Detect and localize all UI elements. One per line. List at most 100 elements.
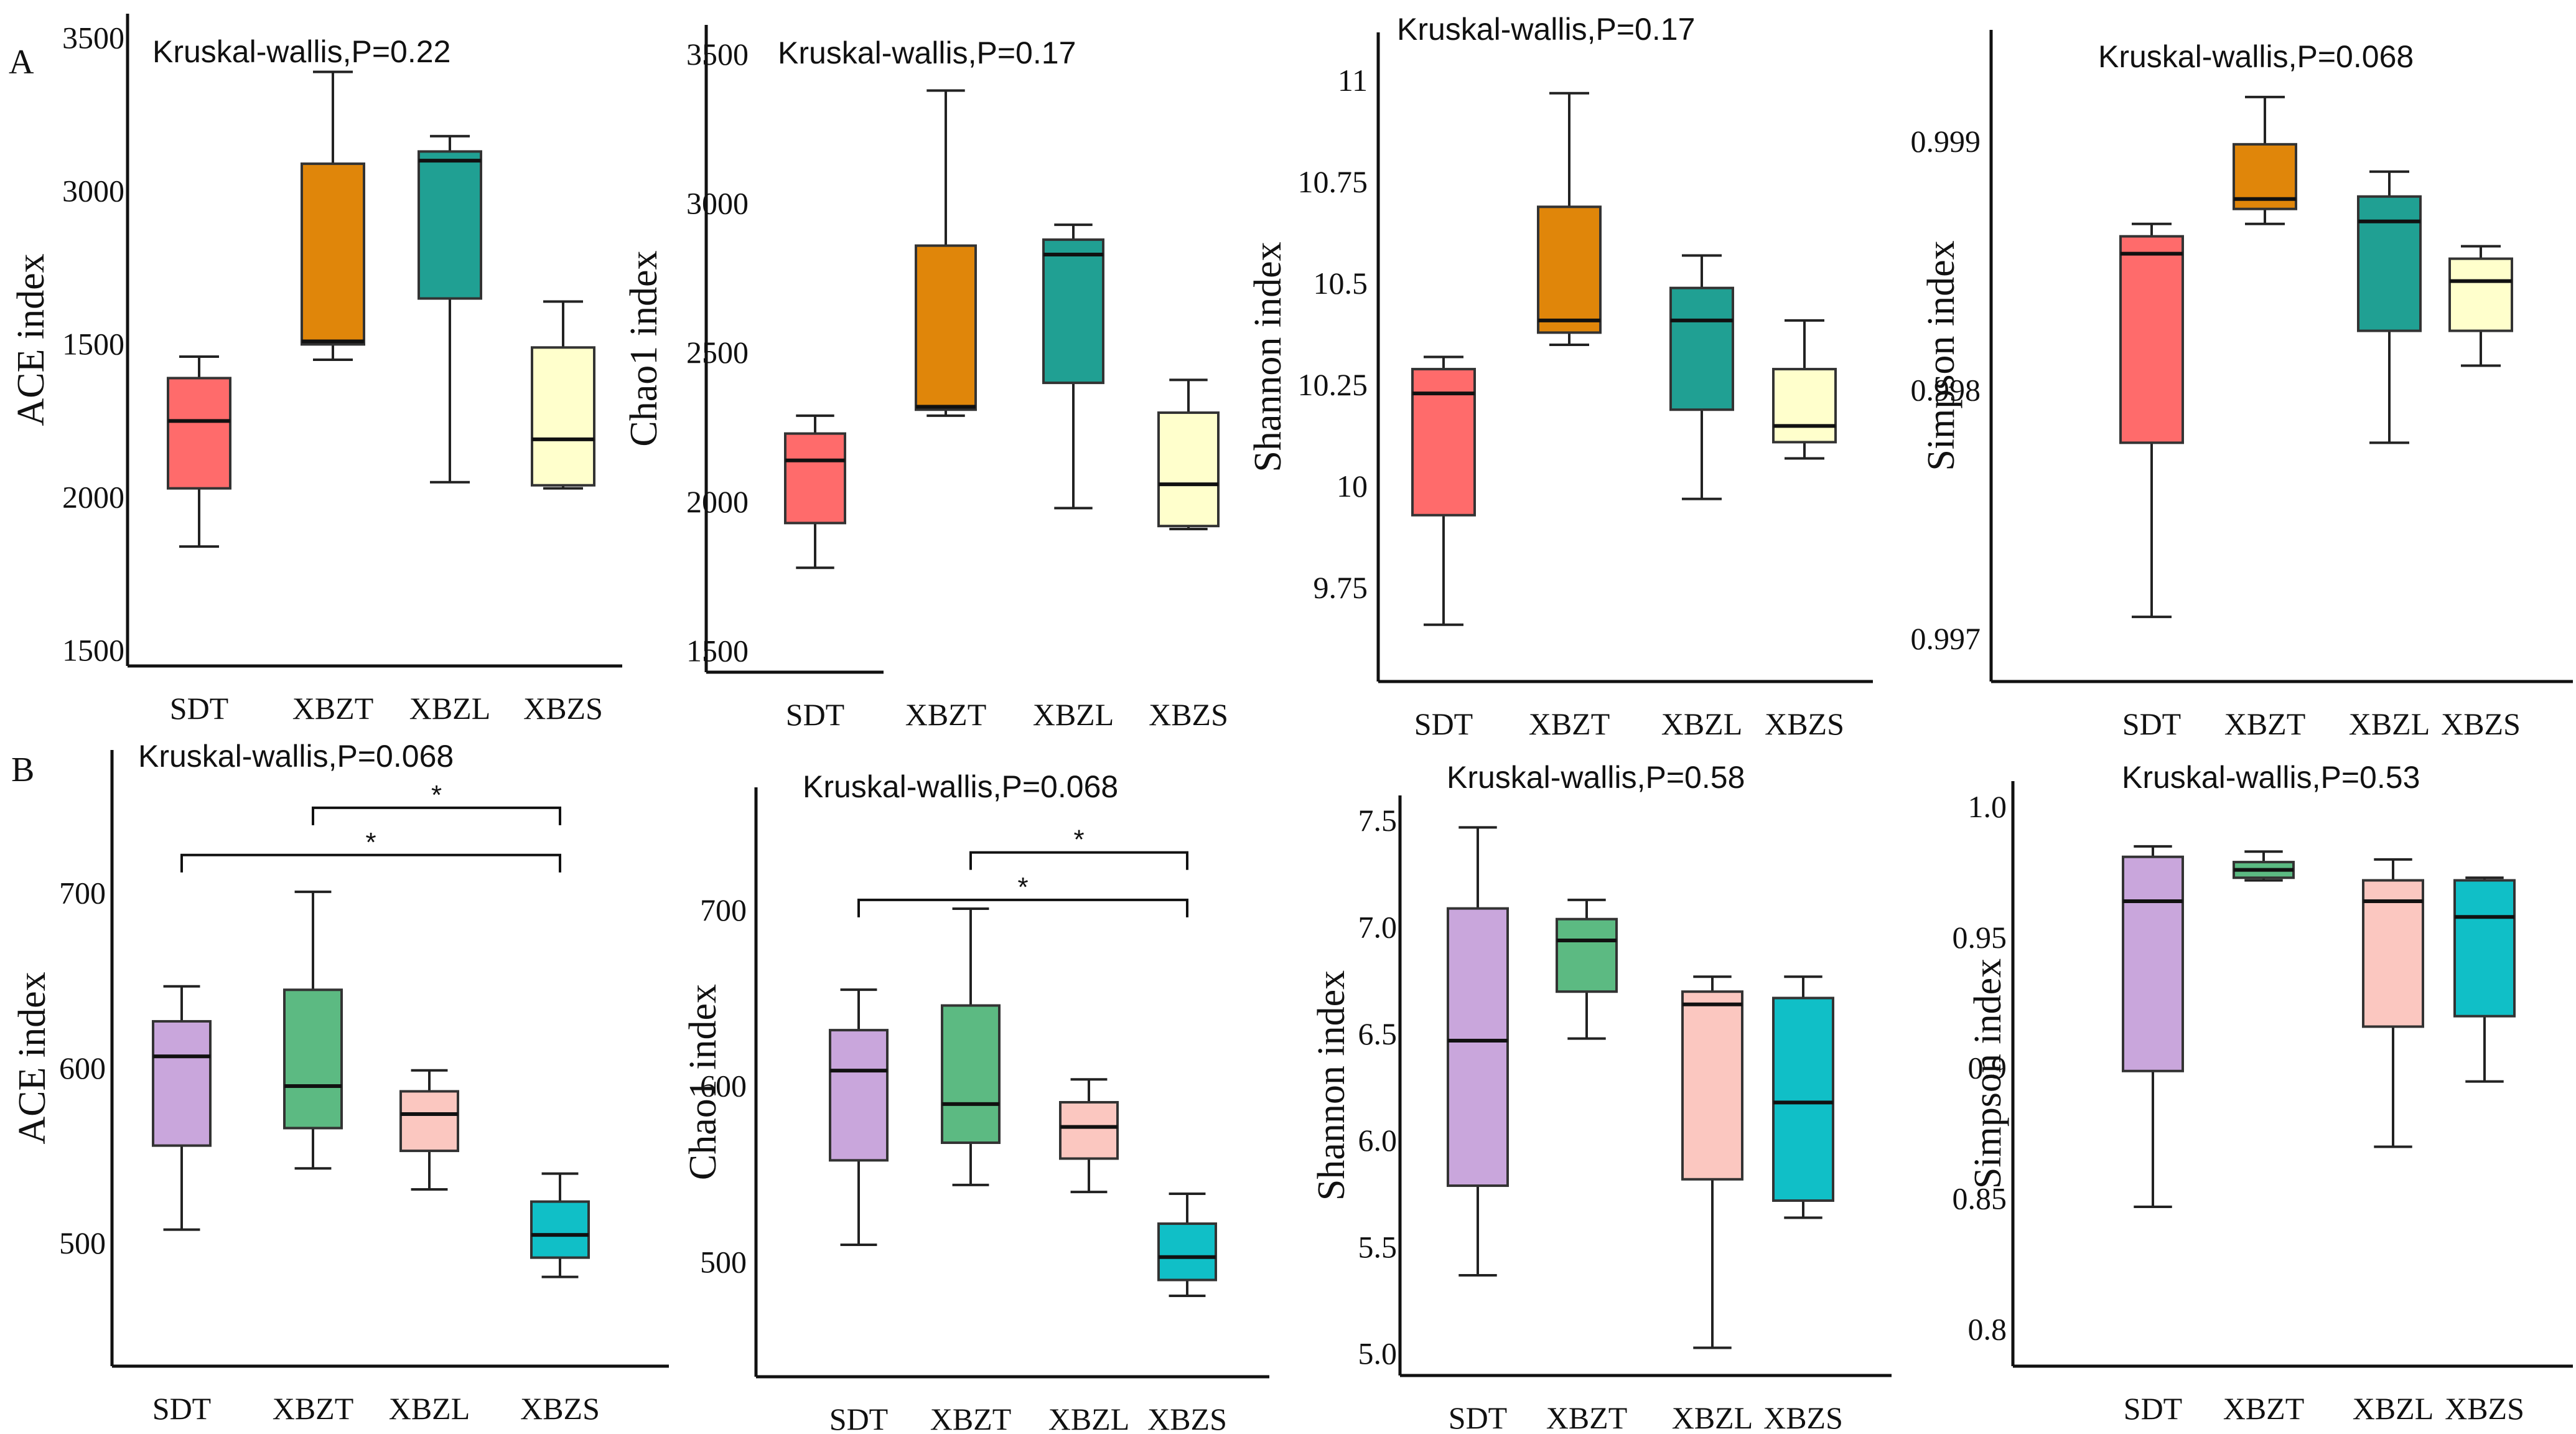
y-tick-label: 500 (59, 1225, 106, 1260)
y-axis-label: ACE index (11, 972, 54, 1144)
x-tick-label-xbzl: XBZL (1672, 1400, 1753, 1434)
iqr-box (1681, 990, 1743, 1181)
iqr-box (1157, 411, 1220, 528)
box-xbzt (301, 70, 365, 361)
box-xbzs (1157, 1193, 1217, 1297)
box-xbzl (2357, 170, 2422, 444)
y-axis-label: Chao1 index (623, 250, 665, 446)
y-tick-label: 0.8 (1968, 1311, 2007, 1346)
y-tick-label: 1500 (62, 632, 124, 667)
box-xbzt (2233, 850, 2295, 882)
x-tick-label-sdt: SDT (152, 1391, 211, 1426)
iqr-box (2362, 879, 2424, 1028)
x-tick-label-xbzs: XBZS (1763, 1400, 1843, 1434)
box-xbzt (915, 89, 977, 417)
x-tick-label-xbzl: XBZL (389, 1391, 470, 1426)
iqr-box (941, 1004, 1001, 1145)
iqr-box (301, 162, 365, 346)
box-sdt (829, 988, 889, 1246)
x-tick-label-xbzs: XBZS (520, 1391, 600, 1426)
x-tick-label-sdt: SDT (2122, 706, 2181, 741)
iqr-box (530, 1200, 590, 1259)
box-xbzt (2233, 95, 2297, 225)
significance-star: * (431, 780, 442, 810)
x-tick-label-xbzt: XBZT (1529, 706, 1610, 741)
y-tick-label: 2000 (686, 484, 749, 519)
y-tick-label: 700 (700, 893, 747, 927)
box-sdt (167, 355, 231, 548)
box-xbzl (1669, 254, 1734, 500)
y-axis-label: Shannon index (1310, 970, 1353, 1201)
iqr-box (1772, 996, 1834, 1202)
box-xbzs (530, 1172, 590, 1278)
y-tick-label: 10.5 (1314, 266, 1368, 301)
iqr-box (418, 150, 482, 300)
x-tick-label-xbzl: XBZL (1661, 706, 1743, 741)
chart-title: Kruskal-wallis,P=0.068 (2098, 39, 2414, 74)
y-tick-label: 3000 (686, 186, 749, 221)
y-tick-label: 10.25 (1298, 367, 1368, 402)
y-tick-label: 700 (59, 876, 106, 911)
y-tick-label: 0.85 (1953, 1181, 2007, 1216)
y-tick-label: 500 (700, 1244, 747, 1279)
iqr-box (784, 432, 846, 525)
boxplot-chart-8: Kruskal-wallis,P=0.53 Simpson index 0.8 0.8… (1953, 760, 2573, 1426)
box-xbzs (2448, 245, 2513, 367)
significance-bracket-2: * (180, 827, 561, 873)
y-tick-label: 1500 (62, 326, 124, 361)
significance-star: * (1073, 825, 1084, 855)
bracket-line (312, 806, 561, 825)
box-xbzs (531, 300, 595, 490)
box-xbzs (1772, 319, 1837, 460)
boxplot-chart-4: Kruskal-wallis,P=0.068 Simpson index 0.997… (1911, 30, 2573, 741)
x-tick-label-xbzl: XBZL (1048, 1402, 1130, 1434)
box-sdt (152, 985, 212, 1231)
box-xbzt (283, 890, 343, 1170)
iqr-box (915, 244, 977, 411)
y-tick-label: 0.997 (1911, 621, 1981, 656)
iqr-box (399, 1090, 459, 1153)
y-tick-label: 11 (1338, 63, 1368, 98)
iqr-box (1059, 1101, 1119, 1160)
iqr-box (2119, 235, 2184, 444)
boxplot-chart-7: Kruskal-wallis,P=0.58 Shannon index 5.0 5.5… (1310, 760, 1892, 1434)
x-tick-label-xbzs: XBZS (1149, 697, 1228, 732)
y-tick-label: 2500 (686, 335, 749, 370)
iqr-box (1411, 368, 1476, 517)
boxplot-chart-3: Kruskal-wallis,P=0.17 Shannon index 9.75 10… (1247, 12, 1873, 741)
significance-star: * (365, 827, 376, 858)
box-sdt (1411, 355, 1476, 626)
y-tick-label: 5.0 (1358, 1336, 1398, 1371)
chart-title: Kruskal-wallis,P=0.53 (2122, 760, 2420, 795)
y-tick-label: 1500 (686, 633, 749, 668)
y-axis-label: ACE index (10, 253, 52, 426)
y-tick-label: 0.9 (1968, 1051, 2007, 1085)
iqr-box (1157, 1222, 1217, 1282)
y-tick-label: 3500 (686, 37, 749, 72)
y-tick-label: 0.999 (1911, 124, 1981, 159)
y-tick-label: 3500 (62, 20, 124, 55)
x-tick-label-xbzs: XBZS (2445, 1391, 2524, 1426)
iqr-box (2448, 257, 2513, 332)
x-tick-label-xbzl: XBZL (2353, 1391, 2434, 1426)
chart-title: Kruskal-wallis,P=0.068 (803, 769, 1118, 804)
box-xbzl (399, 1069, 459, 1191)
iqr-box (2122, 855, 2184, 1072)
y-tick-label: 5.5 (1358, 1229, 1398, 1264)
x-tick-label-xbzt: XBZT (930, 1402, 1012, 1434)
x-tick-label-xbzt: XBZT (292, 691, 374, 726)
x-tick-label-sdt: SDT (829, 1402, 888, 1434)
x-tick-label-xbzl: XBZL (2349, 706, 2430, 741)
y-tick-label: 0.998 (1911, 372, 1981, 407)
iqr-box (1772, 368, 1837, 444)
iqr-box (1447, 907, 1509, 1188)
chart-title: Kruskal-wallis,P=0.22 (152, 34, 450, 69)
y-axis-label: Simpson index (1920, 240, 1962, 471)
significance-bracket-1: * (312, 780, 561, 825)
iqr-box (167, 377, 231, 490)
y-axis-label: Chao1 index (682, 984, 724, 1180)
chart-title: Kruskal-wallis,P=0.58 (1447, 760, 1745, 795)
y-tick-label: 3000 (62, 173, 124, 208)
y-tick-label: 600 (700, 1069, 747, 1104)
